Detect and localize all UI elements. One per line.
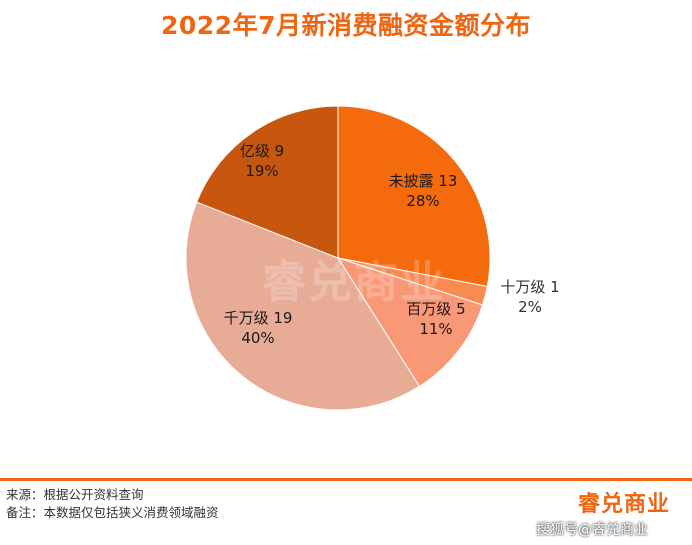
slice-label-3: 千万级 19 [224,309,293,327]
slice-percent-0: 28% [406,192,439,210]
footer-divider [0,478,692,481]
pie-slice-2 [336,257,484,388]
slice-percent-4: 19% [245,162,278,180]
slice-label-4: 亿级 9 [240,142,284,160]
source-note: 来源：根据公开资料查询 [6,487,144,502]
slice-label-2: 百万级 5 [406,300,465,318]
pie-slice-0 [337,105,491,288]
slice-percent-2: 11% [419,320,452,338]
slice-percent-1: 2% [518,298,542,316]
footer-notes: 来源：根据公开资料查询 备注：本数据仅包括狭义消费领域融资 [6,486,219,522]
pie-slice-3 [185,201,421,411]
remark-note: 备注：本数据仅包括狭义消费领域融资 [6,505,219,520]
slice-percent-3: 40% [241,329,274,347]
slice-label-1: 十万级 1 [500,278,559,296]
slice-label-0: 未披露 13 [389,172,458,190]
pie-slice-4 [196,105,339,259]
platform-tag: 搜狐号@睿兑商业 [536,522,648,538]
chart-title: 2022年7月新消费融资金额分布 [161,11,531,40]
brand-logo: 睿兑商业 [578,492,671,517]
